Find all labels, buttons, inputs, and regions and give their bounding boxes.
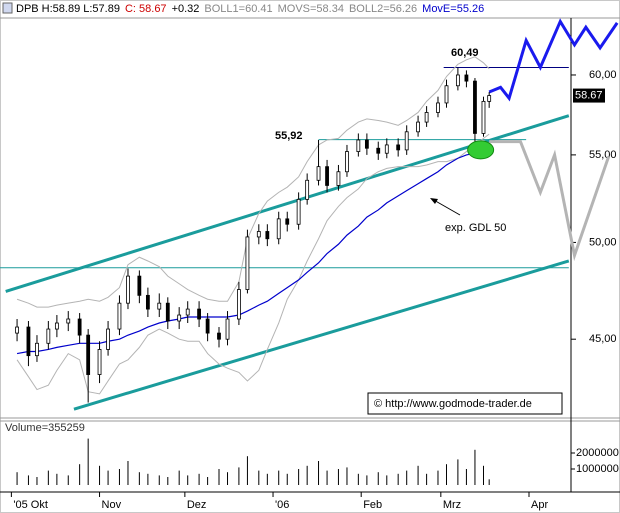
x-tick-label: Mrz bbox=[443, 499, 461, 511]
annotation: 55,92 bbox=[275, 130, 303, 142]
candle-body bbox=[225, 318, 230, 340]
volume-title: Volume=355259 bbox=[5, 422, 85, 434]
candle-body bbox=[197, 308, 201, 320]
candle-body bbox=[137, 275, 142, 296]
candle-body bbox=[265, 231, 270, 240]
candle-body bbox=[473, 80, 477, 134]
candle-body bbox=[364, 139, 369, 149]
candle-body bbox=[305, 179, 310, 200]
x-tick-label: '05 Okt bbox=[13, 499, 48, 511]
candle-body bbox=[487, 95, 492, 102]
y-tick-label: 55,00 bbox=[589, 149, 617, 161]
credit-box bbox=[367, 392, 563, 415]
header-item: DPB H:58.89 L:57.89 bbox=[16, 3, 120, 15]
candle-body bbox=[35, 342, 39, 357]
line bbox=[73, 259, 570, 411]
candle-body bbox=[117, 302, 122, 330]
candle-body bbox=[276, 218, 281, 240]
candle-body bbox=[145, 294, 150, 310]
candle-body bbox=[416, 121, 420, 133]
header: DPB H:58.89 L:57.89 C: 58.67 +0.32 BOLL1=60… bbox=[16, 3, 484, 15]
candle-body bbox=[157, 302, 162, 310]
header-item: MovE=55.26 bbox=[422, 3, 484, 15]
last-price-label: 58.67 bbox=[575, 89, 603, 101]
y-tick-label: 1000000 bbox=[576, 463, 619, 475]
candle-body bbox=[86, 334, 91, 375]
x-tick-label: '06 bbox=[275, 499, 289, 511]
annotation: exp. GDL 50 bbox=[445, 222, 506, 234]
candle-body bbox=[126, 275, 130, 304]
candle-body bbox=[54, 322, 59, 330]
x-tick-label: Nov bbox=[102, 499, 122, 511]
line bbox=[16, 133, 490, 395]
candle-body bbox=[77, 318, 82, 336]
candle-body bbox=[444, 85, 449, 104]
candle-body bbox=[464, 74, 469, 82]
candle-body bbox=[455, 74, 460, 87]
header-item: BOLL2=56.26 bbox=[349, 3, 417, 15]
candle-body bbox=[15, 326, 19, 334]
candle-body bbox=[384, 144, 389, 154]
arrowhead bbox=[430, 198, 438, 204]
candle-body bbox=[185, 308, 190, 316]
y-tick-label: 50,00 bbox=[589, 236, 617, 248]
candle-body bbox=[424, 112, 429, 123]
candle-body bbox=[296, 198, 301, 225]
arrow bbox=[431, 198, 461, 216]
line bbox=[16, 56, 490, 308]
candle-body bbox=[356, 139, 361, 152]
x-tick-label: Feb bbox=[363, 499, 382, 511]
header-item: MOVS=58.34 bbox=[278, 3, 344, 15]
line bbox=[489, 140, 611, 262]
candle-body bbox=[46, 328, 51, 344]
candle-body bbox=[245, 236, 250, 290]
candle-body bbox=[26, 326, 31, 357]
y-tick-label: 45,00 bbox=[589, 333, 617, 345]
y-tick-label: 60,00 bbox=[589, 69, 617, 81]
highlight bbox=[467, 140, 495, 160]
candle-body bbox=[404, 131, 409, 151]
header-item: BOLL1=60.41 bbox=[204, 3, 272, 15]
annotation: 60,49 bbox=[451, 47, 479, 59]
candle-body bbox=[285, 218, 290, 225]
header-item: C: 58.67 bbox=[125, 3, 167, 15]
credit: © http://www.godmode-trader.de bbox=[374, 398, 532, 410]
candle-body bbox=[256, 231, 261, 238]
header-item: +0.32 bbox=[172, 3, 200, 15]
candle-body bbox=[336, 171, 341, 186]
candle-body bbox=[376, 147, 381, 154]
line bbox=[488, 18, 619, 102]
candle-body bbox=[217, 332, 221, 340]
candle-body bbox=[106, 328, 110, 350]
candle-body bbox=[481, 100, 486, 134]
candle-body bbox=[177, 314, 182, 322]
candle-body bbox=[236, 289, 241, 320]
candle-body bbox=[345, 151, 349, 173]
candle-body bbox=[325, 166, 329, 186]
icon bbox=[2, 2, 13, 14]
candle-body bbox=[436, 102, 440, 113]
candle-body bbox=[97, 349, 102, 375]
x-tick-label: Apr bbox=[531, 499, 548, 511]
candle-body bbox=[205, 318, 210, 334]
candle-body bbox=[316, 166, 321, 181]
last-price-box bbox=[573, 88, 605, 103]
plot: 60,00 55,00 50,00 45,00 '05 Okt Nov Dez '06 Feb M… bbox=[0, 18, 619, 511]
x-tick-label: Dez bbox=[187, 499, 207, 511]
candle-body bbox=[396, 144, 401, 151]
candle-body bbox=[66, 318, 71, 324]
candle-body bbox=[165, 302, 170, 322]
y-tick-label: 2000000 bbox=[576, 447, 619, 459]
